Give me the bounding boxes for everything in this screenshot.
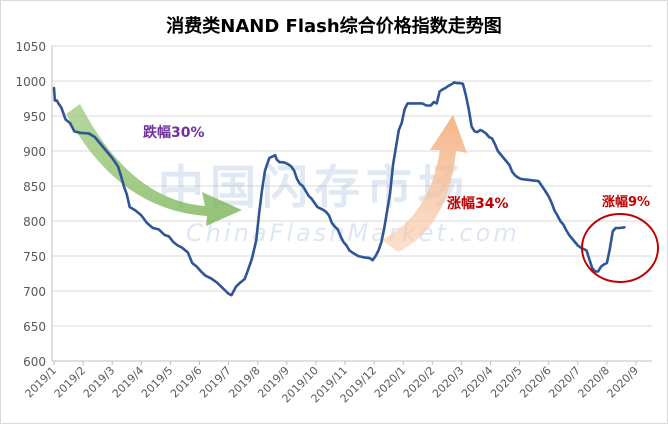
x-tick-label: 2019/5 xyxy=(139,364,176,401)
series-group xyxy=(52,81,626,297)
x-tick-label: 2020/3 xyxy=(430,364,467,401)
annotation-drop-30: 跌幅30% xyxy=(143,124,205,141)
up-trend-arrow xyxy=(382,115,467,252)
highlight-circle xyxy=(581,213,659,283)
x-tick-label: 2019/1 xyxy=(23,364,60,401)
x-tick-label: 2020/1 xyxy=(372,364,409,401)
watermark-subtext: ChinaFlashMarket.com xyxy=(186,219,520,247)
x-tick-label: 2019/2 xyxy=(52,364,89,401)
y-tick-label: 750 xyxy=(23,250,46,264)
x-tick-label: 2020/2 xyxy=(401,364,438,401)
series-line-0 xyxy=(52,81,626,297)
x-tick-label: 2020/4 xyxy=(459,364,496,401)
down-trend-arrow xyxy=(66,104,242,226)
x-tick-label: 2020/7 xyxy=(546,364,583,401)
x-tick-labels: 2019/12019/22019/32019/42019/52019/62019… xyxy=(23,361,642,405)
y-tick-label: 1050 xyxy=(15,40,46,54)
x-tick-label: 2019/4 xyxy=(110,364,147,401)
x-tick-label: 2020/5 xyxy=(488,364,525,401)
y-tick-label: 650 xyxy=(23,320,46,334)
x-tick-label: 2019/7 xyxy=(197,364,234,401)
y-tick-labels: 600 650 700 750 800 850 900 950 1000 1050 xyxy=(15,40,46,369)
x-tick-label: 2020/8 xyxy=(575,364,612,401)
y-tick-label: 950 xyxy=(23,110,46,124)
y-tick-label: 600 xyxy=(23,355,46,369)
trend-arrows xyxy=(66,104,467,252)
annotation-rise-9: 涨幅9% xyxy=(601,194,650,210)
annotation-rise-34: 涨幅34% xyxy=(447,195,509,212)
y-tick-label: 1000 xyxy=(15,75,46,89)
x-tick-label: 2020/6 xyxy=(517,364,554,401)
y-tick-label: 900 xyxy=(23,145,46,159)
x-tick-label: 2019/6 xyxy=(168,364,205,401)
y-tick-label: 700 xyxy=(23,285,46,299)
chart-title: 消费类NAND Flash综合价格指数走势图 xyxy=(166,15,501,37)
x-tick-label: 2019/8 xyxy=(226,364,263,401)
x-tick-label: 2020/9 xyxy=(605,364,642,401)
y-tick-label: 850 xyxy=(23,180,46,194)
x-tick-label: 2019/3 xyxy=(81,364,118,401)
y-tick-label: 800 xyxy=(23,215,46,229)
